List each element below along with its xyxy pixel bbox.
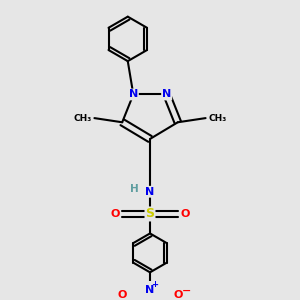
Text: CH₃: CH₃ xyxy=(208,114,226,123)
Text: N: N xyxy=(162,89,171,100)
Text: N: N xyxy=(129,89,138,100)
Text: O: O xyxy=(181,209,190,219)
Text: CH₃: CH₃ xyxy=(74,114,92,123)
Text: N: N xyxy=(146,285,154,296)
Text: O: O xyxy=(174,290,183,300)
Text: +: + xyxy=(152,280,158,289)
Text: O: O xyxy=(117,290,126,300)
Text: −: − xyxy=(182,286,191,296)
Text: N: N xyxy=(146,187,154,197)
Text: S: S xyxy=(146,208,154,220)
Text: H: H xyxy=(130,184,138,194)
Text: O: O xyxy=(110,209,119,219)
